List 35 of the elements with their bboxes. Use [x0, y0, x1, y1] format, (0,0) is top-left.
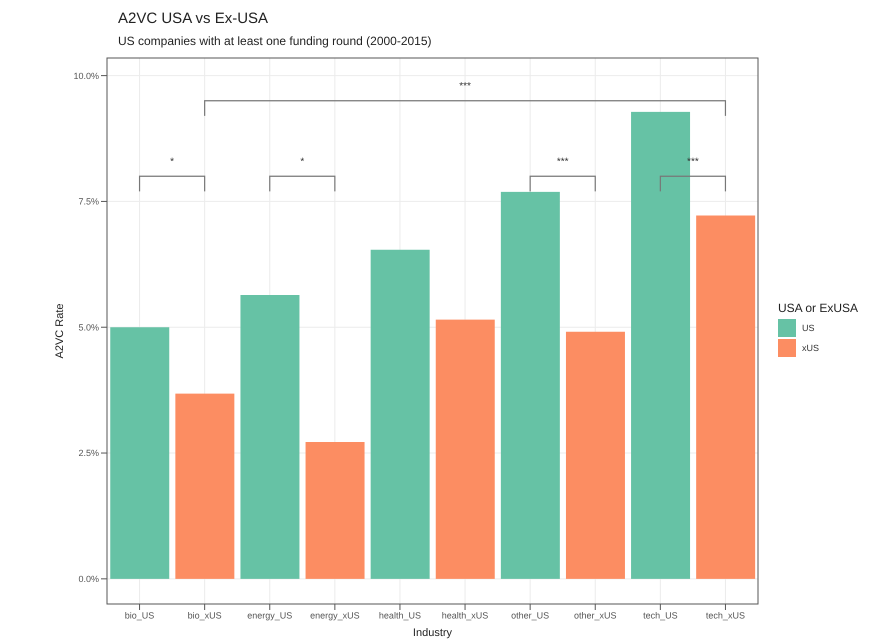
y-tick-label: 5.0% [78, 322, 99, 332]
annotation: *** [556, 156, 569, 168]
annotation: * [170, 156, 174, 168]
x-tick-label: other_xUS [574, 610, 617, 620]
x-tick-label: health_xUS [442, 610, 488, 620]
bar [500, 192, 560, 579]
x-axis-title: Industry [412, 627, 453, 639]
x-tick-label: bio_US [124, 610, 154, 620]
bar [175, 394, 234, 579]
y-tick-label: 7.5% [78, 196, 99, 207]
annotation: *** [459, 80, 471, 92]
x-tick-label: bio_xUS [188, 610, 222, 620]
annotation: * [300, 156, 304, 168]
y-tick-label: 0.0% [78, 574, 99, 584]
bar [306, 442, 365, 579]
y-tick-label: 10.0% [73, 70, 99, 81]
x-tick-label: energy_US [247, 610, 292, 620]
x-tick-label: tech_US [643, 610, 678, 620]
legend-label: US [802, 323, 815, 333]
x-tick-label: health_US [378, 610, 421, 620]
bar [436, 320, 495, 579]
x-tick-label: energy_xUS [310, 610, 360, 620]
bar [370, 250, 430, 579]
legend-label: xUS [802, 343, 820, 353]
bar [566, 332, 625, 579]
x-tick-label: tech_xUS [706, 610, 745, 620]
bar [240, 295, 300, 579]
bar [110, 327, 170, 579]
y-tick-label: 2.5% [78, 448, 99, 458]
chart-subtitle: US companies with at least one funding round (2000-2015) [118, 34, 432, 48]
legend-title: USA or ExUSA [778, 301, 858, 315]
bar [696, 216, 756, 579]
chart-title: A2VC USA vs Ex-USA [118, 10, 268, 27]
y-axis-title: A2VC Rate [54, 303, 66, 359]
x-tick-label: other_US [511, 610, 550, 620]
